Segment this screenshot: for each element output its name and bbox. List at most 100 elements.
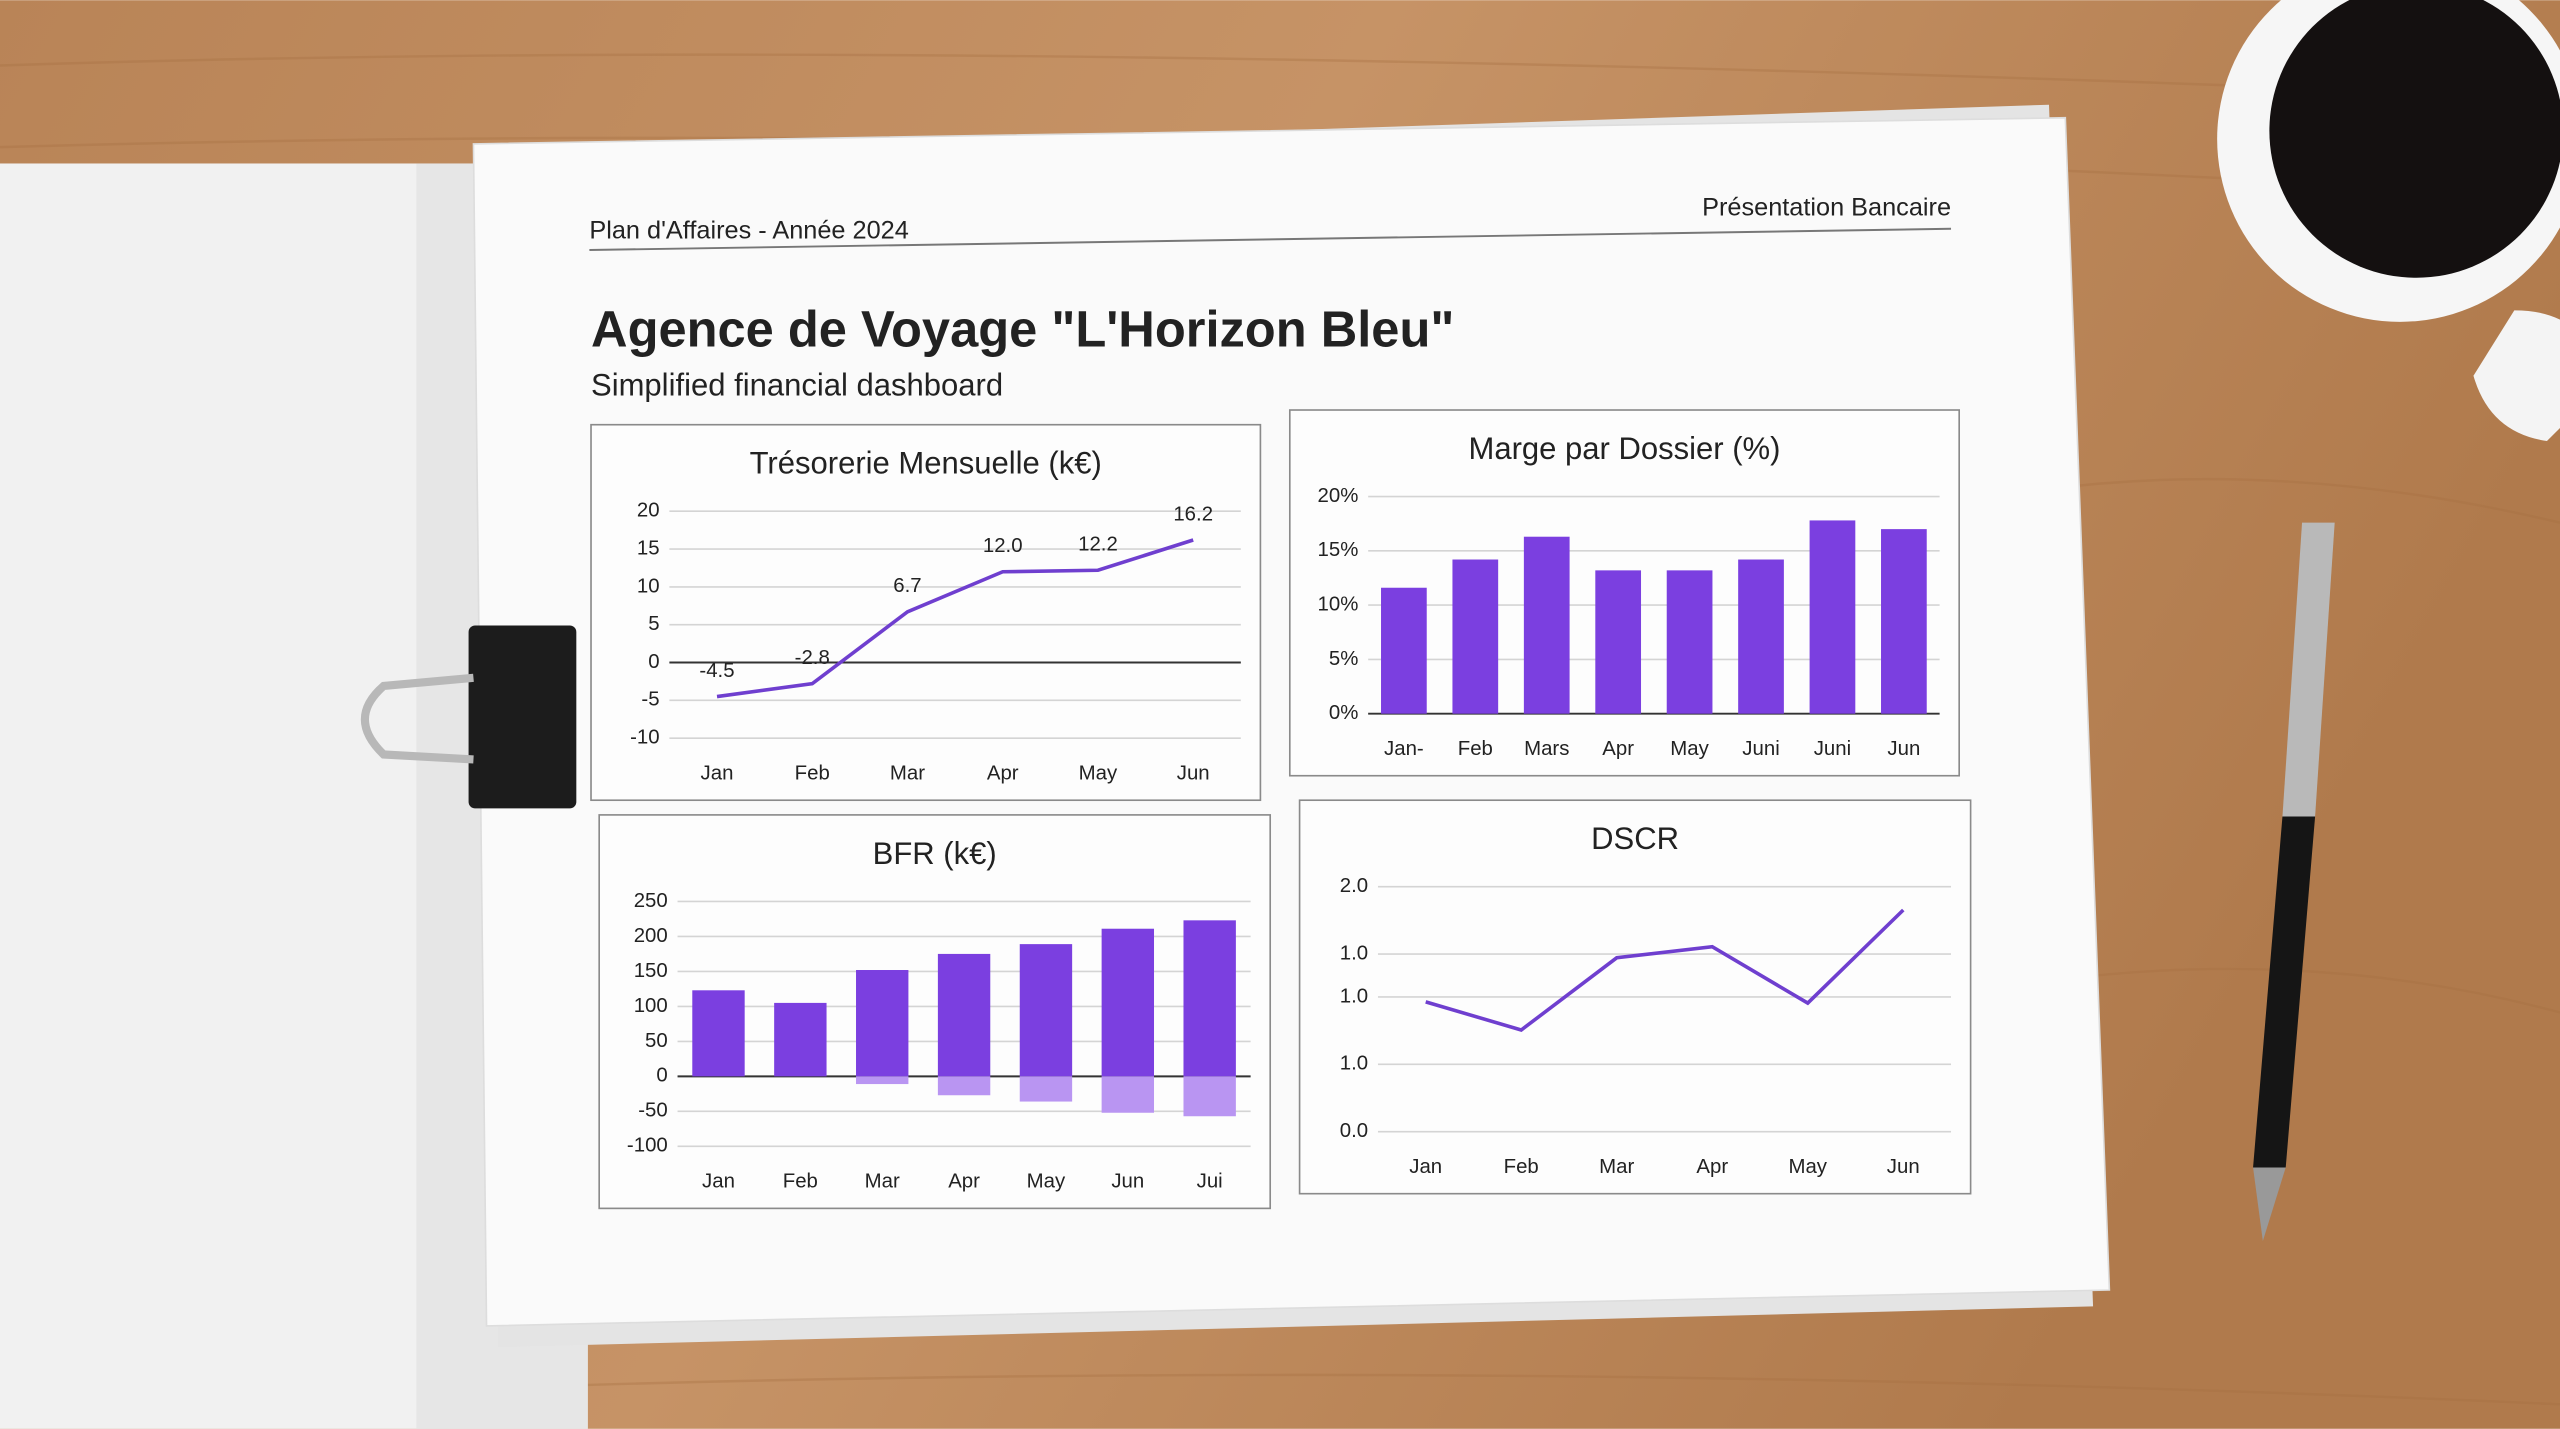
- bar: [856, 970, 909, 1077]
- x-tick-label: Feb: [1458, 738, 1493, 760]
- y-tick-label: 15%: [1318, 539, 1359, 561]
- line: [716, 538, 1194, 699]
- header-right: Présentation Bancaire: [1702, 194, 1951, 222]
- y-tick-label: -50: [638, 1100, 667, 1122]
- chart-title: Marge par Dossier (%): [1469, 431, 1781, 466]
- y-tick-label: 0.0: [1340, 1120, 1368, 1142]
- pen: [2253, 522, 2335, 1242]
- x-tick-label: Mar: [890, 762, 925, 784]
- y-tick-label: 0%: [1329, 702, 1358, 724]
- bar: [1452, 559, 1499, 714]
- x-tick-label: Jun: [1111, 1171, 1144, 1193]
- x-tick-label: Jun: [1887, 1156, 1920, 1178]
- header-left: Plan d'Affaires - Année 2024: [589, 217, 908, 245]
- x-tick-label: Mars: [1524, 738, 1569, 760]
- data-label: 12.2: [1078, 534, 1118, 556]
- x-tick-label: Mar: [1599, 1156, 1634, 1178]
- x-tick-label: May: [1079, 762, 1118, 784]
- y-tick-label: 200: [634, 925, 668, 947]
- x-tick-label: May: [1788, 1156, 1827, 1178]
- chart-title: Trésorerie Mensuelle (k€): [750, 446, 1102, 481]
- data-label: -2.8: [795, 647, 830, 669]
- y-tick-label: -10: [630, 727, 659, 749]
- x-tick-label: Jun: [1177, 762, 1210, 784]
- bar: [1666, 570, 1713, 714]
- bar: [1101, 1076, 1155, 1113]
- y-tick-label: 15: [637, 537, 660, 559]
- x-tick-label: Apr: [948, 1171, 980, 1193]
- y-tick-label: 250: [634, 890, 668, 912]
- x-tick-label: Feb: [1504, 1156, 1539, 1178]
- chart: Trésorerie Mensuelle (k€) -10 -5 0 5 10 15 20 Ja…: [590, 423, 1262, 802]
- x-tick-label: Apr: [1602, 738, 1634, 760]
- x-tick-label: May: [1670, 738, 1709, 760]
- x-tick-label: Jan: [1409, 1156, 1442, 1178]
- bar: [692, 990, 745, 1077]
- bar: [1809, 520, 1856, 714]
- x-tick-label: Feb: [783, 1171, 818, 1193]
- header-rule: [589, 227, 1952, 251]
- data-label: 16.2: [1173, 503, 1213, 525]
- binder-clip: [360, 625, 577, 809]
- data-label: -4.5: [699, 660, 734, 682]
- x-tick-label: Juni: [1742, 738, 1779, 760]
- x-tick-label: Jan: [702, 1171, 735, 1193]
- y-tick-label: 1.0: [1340, 985, 1368, 1007]
- bar: [1595, 570, 1642, 714]
- chart: BFR (k€) -100 -50 0 50 100 150 200 250 Jan Feb Mar A…: [598, 814, 1272, 1210]
- bar: [1881, 529, 1927, 714]
- bar: [1738, 559, 1784, 714]
- title: Agence de Voyage "L'Horizon Bleu": [591, 300, 1454, 357]
- y-tick-label: 100: [634, 995, 668, 1017]
- chart-title: DSCR: [1591, 821, 1679, 856]
- y-tick-label: 1.0: [1340, 1053, 1368, 1075]
- bar: [1381, 587, 1427, 714]
- x-tick-label: Juni: [1814, 738, 1851, 760]
- bar: [1019, 1076, 1073, 1102]
- y-tick-label: 1.0: [1340, 942, 1368, 964]
- y-tick-label: 0: [648, 651, 659, 673]
- charts: Trésorerie Mensuelle (k€)-10-505101520Ja…: [590, 409, 1972, 1210]
- x-tick-label: Apr: [1696, 1156, 1728, 1178]
- x-tick-label: Jan-: [1384, 738, 1424, 760]
- bar: [937, 1076, 991, 1096]
- bar: [1101, 928, 1155, 1077]
- bar: [1183, 920, 1236, 1077]
- y-tick-label: 20: [637, 500, 660, 522]
- chart: DSCR 0.0 1.0 1.0 1.0 2.0 Jan Feb Mar Apr May Jun: [1298, 799, 1972, 1195]
- data-label: 6.7: [893, 575, 921, 597]
- x-tick-label: Jan: [701, 762, 734, 784]
- coffee-cup: [2217, 0, 2560, 442]
- bar: [856, 1076, 909, 1085]
- x-tick-label: Mar: [865, 1171, 900, 1193]
- bar: [1183, 1076, 1236, 1117]
- bar: [1523, 536, 1570, 714]
- x-tick-label: Jun: [1887, 738, 1920, 760]
- header: Plan d'Affaires - Année 2024 Présentatio…: [589, 194, 1952, 402]
- chart-panel: [590, 423, 1262, 802]
- y-tick-label: 20%: [1318, 485, 1359, 507]
- y-tick-label: 5: [648, 613, 659, 635]
- y-tick-label: -100: [627, 1135, 668, 1157]
- x-tick-label: Apr: [987, 762, 1019, 784]
- x-tick-label: Jui: [1197, 1171, 1223, 1193]
- subtitle: Simplified financial dashboard: [591, 367, 1003, 402]
- y-tick-label: 150: [634, 960, 668, 982]
- chart-title: BFR (k€): [873, 836, 997, 871]
- y-tick-label: -5: [641, 689, 659, 711]
- y-tick-label: 5%: [1329, 648, 1358, 670]
- bar: [1019, 944, 1073, 1077]
- bar: [774, 1002, 827, 1077]
- y-tick-label: 10: [637, 575, 660, 597]
- y-tick-label: 2.0: [1340, 875, 1368, 897]
- x-tick-label: May: [1027, 1171, 1066, 1193]
- bar: [937, 953, 991, 1077]
- y-tick-label: 10%: [1318, 594, 1359, 616]
- x-tick-label: Feb: [795, 762, 830, 784]
- chart: Marge par Dossier (%) 0% 5% 10% 15% 20% Jan- Fe…: [1288, 409, 1960, 777]
- data-label: 12.0: [983, 535, 1023, 557]
- line: [1425, 908, 1905, 1032]
- y-tick-label: 0: [656, 1065, 667, 1087]
- y-tick-label: 50: [645, 1030, 668, 1052]
